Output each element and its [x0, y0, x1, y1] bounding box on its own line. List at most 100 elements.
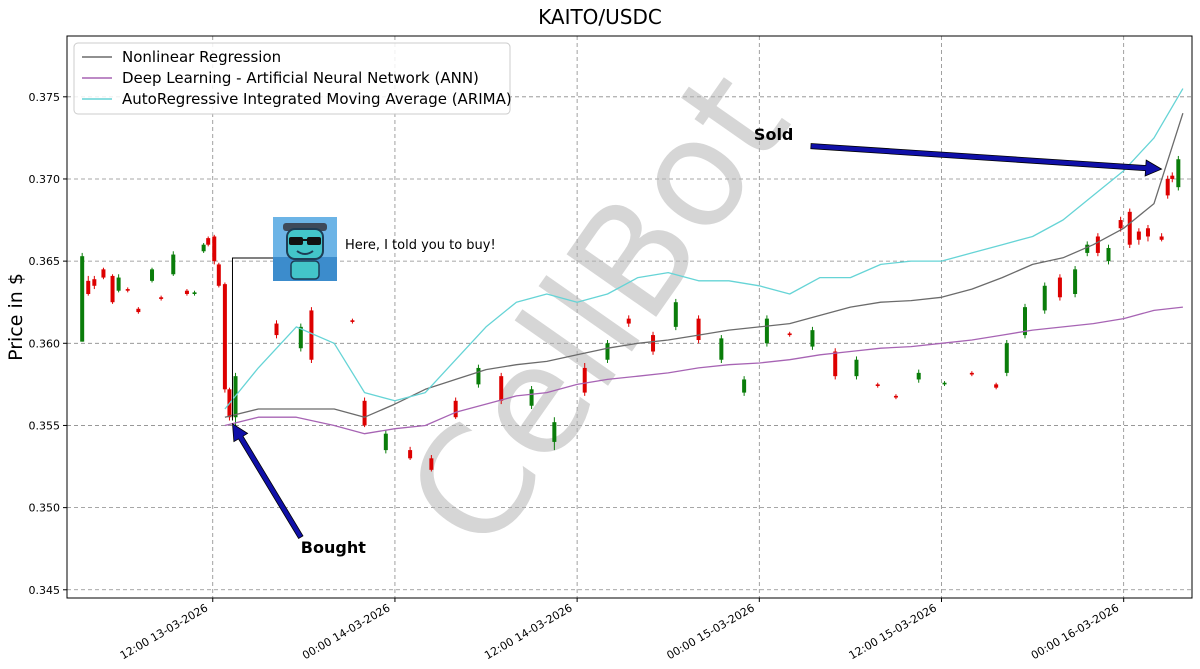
candle-down	[1118, 220, 1123, 229]
candle-down	[110, 275, 115, 303]
candle-down	[969, 372, 974, 375]
candle-down	[499, 376, 504, 401]
candle-up	[201, 244, 206, 252]
candle-up	[192, 292, 197, 294]
plot-frame	[66, 35, 1193, 599]
series-line-0	[224, 113, 1184, 418]
candle-down	[274, 323, 279, 336]
candle-down	[1165, 178, 1170, 196]
avatar-sunglass-right	[307, 237, 321, 245]
candle-down	[1127, 211, 1132, 245]
candle-down	[125, 289, 130, 291]
candle-up	[1073, 269, 1078, 294]
candle-down	[696, 318, 701, 341]
candle-down	[184, 290, 189, 294]
y-tick-label: 0.375	[29, 91, 61, 104]
chart-title: KAITO/USDC	[538, 5, 662, 29]
y-tick-label: 0.360	[29, 337, 61, 350]
callout-text: Here, I told you to buy!	[345, 238, 496, 253]
candle-down	[875, 384, 880, 387]
y-tick-label: 0.345	[29, 584, 61, 597]
candle-up	[298, 326, 303, 349]
y-axis-label: Price in $	[5, 273, 27, 361]
candle-up	[476, 367, 481, 385]
candle-up	[916, 372, 921, 380]
candle-up	[529, 389, 534, 406]
candle-up	[1106, 247, 1111, 262]
candle-down	[216, 264, 221, 286]
bought-arrow	[232, 423, 304, 540]
candle-down	[582, 367, 587, 393]
candle-down	[101, 269, 106, 278]
candle-down	[626, 318, 631, 324]
candle-down	[893, 395, 898, 398]
legend-box	[73, 42, 511, 115]
candle-up	[810, 330, 815, 347]
candle-up	[1176, 159, 1181, 188]
candle-down	[1145, 228, 1150, 237]
candle-down	[651, 335, 656, 352]
series-line-2	[224, 88, 1184, 410]
y-tick-label: 0.350	[29, 502, 61, 515]
candle-down	[1136, 231, 1141, 240]
bought-label: Bought	[301, 538, 366, 557]
candle-up	[80, 256, 85, 342]
candle-down	[1057, 277, 1062, 298]
candle-up	[742, 379, 747, 393]
legend-label: Deep Learning - Artificial Neural Networ…	[122, 69, 479, 87]
avatar-head	[286, 228, 324, 260]
legend: Nonlinear Regression Deep Learning - Arti…	[73, 42, 512, 115]
y-tick-label: 0.370	[29, 173, 61, 186]
candle-down	[1095, 236, 1100, 253]
candle-up	[150, 269, 155, 281]
candle-down	[787, 333, 792, 336]
candle-up	[673, 302, 678, 327]
candle-down	[833, 351, 838, 377]
candle-up	[1022, 307, 1027, 336]
candle-down	[1159, 236, 1164, 240]
candle-down	[86, 280, 91, 294]
sold-arrow	[810, 143, 1163, 177]
avatar-sunglass-left	[289, 237, 303, 245]
series-line-1	[224, 306, 1183, 435]
avatar-body	[290, 260, 320, 280]
sold-label: Sold	[754, 125, 793, 144]
candle-up	[605, 343, 610, 360]
series-lines	[224, 88, 1184, 435]
callout-connector	[231, 257, 273, 421]
y-tick-label: 0.355	[29, 419, 61, 432]
candle-up	[383, 433, 388, 451]
avatar-smile	[296, 250, 314, 255]
candle-down	[429, 458, 434, 470]
candle-down	[350, 320, 355, 322]
candle-down	[309, 310, 314, 360]
candle-down	[1170, 175, 1175, 179]
candle-up	[552, 422, 557, 442]
candle-down	[362, 400, 367, 426]
legend-label: Nonlinear Regression	[122, 48, 281, 66]
candle-up	[854, 359, 859, 377]
candle-up	[719, 338, 724, 360]
candle-down	[206, 238, 211, 245]
candle-down	[994, 384, 999, 388]
candle-down	[212, 236, 217, 262]
candle-up	[942, 382, 947, 385]
candle-up	[1085, 244, 1090, 253]
candle-down	[222, 284, 227, 390]
y-axis: 0.345 0.350 0.355 0.360 0.365 0.370 0.375	[29, 91, 67, 597]
candle-down	[136, 308, 141, 313]
robot-avatar	[273, 217, 337, 281]
annotations: Bought Sold Here, I told you to buy!	[231, 125, 1163, 557]
y-tick-label: 0.365	[29, 255, 61, 268]
candle-up	[1042, 285, 1047, 311]
candle-down	[453, 400, 458, 418]
candle-down	[408, 450, 413, 459]
candle-down	[92, 279, 97, 286]
candle-down	[159, 297, 164, 299]
candle-up	[171, 254, 176, 275]
candle-up	[764, 318, 769, 344]
candle-up	[116, 277, 121, 291]
candle-up	[1004, 343, 1009, 373]
grid	[67, 36, 1192, 598]
